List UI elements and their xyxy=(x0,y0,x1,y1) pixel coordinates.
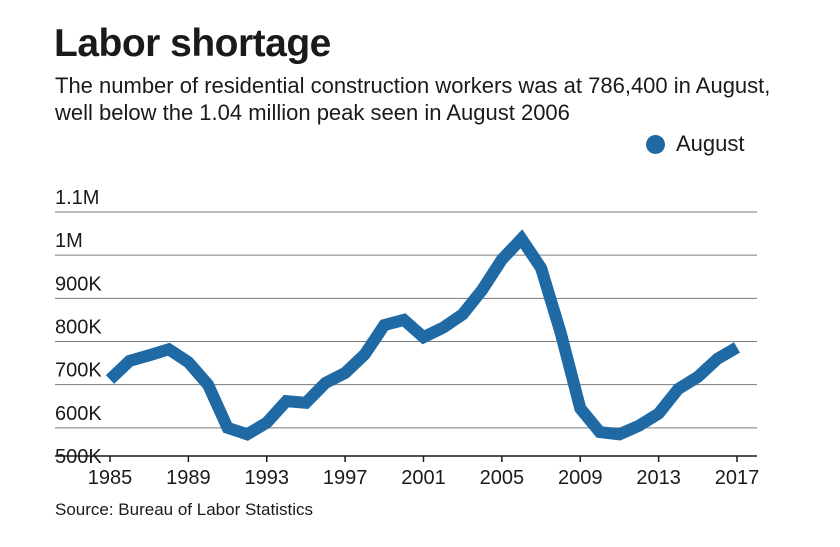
x-tick-label: 1993 xyxy=(245,467,290,489)
legend: August xyxy=(646,131,745,156)
x-tick-label: 2001 xyxy=(401,467,446,489)
y-tick-label: 1.1M xyxy=(55,187,99,209)
x-tick-label: 1997 xyxy=(323,467,368,489)
x-tick-label: 1989 xyxy=(166,467,211,489)
grid-lines xyxy=(55,211,757,457)
x-axis-labels: 1985 1989 1993 1997 2001 2005 2009 2013 2017 xyxy=(88,456,760,489)
y-tick-label: 900K xyxy=(55,273,102,295)
chart-subtitle: The number of residential construction w… xyxy=(55,73,771,125)
y-tick-label: 1M xyxy=(55,230,83,252)
x-tick-label: 2005 xyxy=(480,467,525,489)
legend-marker xyxy=(646,134,665,154)
series-line-august xyxy=(105,229,741,441)
y-tick-label: 500K xyxy=(55,446,102,468)
chart-title: Labor shortage xyxy=(54,22,331,65)
y-axis-labels: 500K 600K 700K 800K 900K 1M 1.1M xyxy=(55,187,102,468)
x-tick-label: 1985 xyxy=(88,467,133,489)
source-note: Source: Bureau of Labor Statistics xyxy=(55,500,313,519)
y-tick-label: 600K xyxy=(55,403,102,425)
legend-label: August xyxy=(676,131,745,156)
y-tick-label: 800K xyxy=(55,317,102,339)
x-tick-label: 2013 xyxy=(636,467,681,489)
x-tick-label: 2009 xyxy=(558,467,603,489)
series-lines xyxy=(105,229,741,441)
x-tick-label: 2017 xyxy=(715,467,760,489)
y-tick-label: 700K xyxy=(55,360,102,382)
